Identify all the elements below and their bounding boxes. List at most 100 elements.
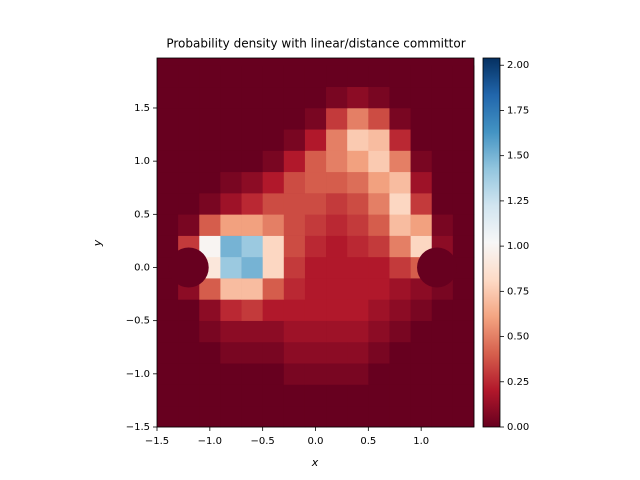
heatmap-cell [452,193,475,215]
heatmap-cell [431,363,454,385]
heatmap-cell [431,193,454,215]
heatmap-cell [283,405,306,428]
heatmap-cell [326,341,348,364]
heatmap-cell [262,384,285,407]
heatmap-cell [220,193,242,215]
heatmap-cell [347,86,369,109]
heatmap-cell [178,107,200,130]
heatmap-cell [262,363,285,385]
heatmap-cell [220,278,242,300]
heatmap-cell [220,107,242,130]
heatmap-cell [347,256,369,279]
heatmap-cell [452,65,475,88]
heatmap-cell [452,171,475,194]
y-tick-label: −1.5 [126,422,150,433]
heatmap-cell [283,129,306,151]
colorbar-tick-label: 0.25 [507,377,529,388]
heatmap-cell [262,129,285,151]
heatmap-cell [347,299,369,321]
heatmap-cell [178,384,200,407]
heatmap-cell [157,86,179,109]
heatmap-cell [241,129,263,151]
heatmap-cell [241,278,263,300]
heatmap-cell [368,235,390,258]
heatmap-cell [326,193,348,215]
heatmap-cell [410,299,433,321]
heatmap-cell [431,171,454,194]
heatmap-cell [410,214,433,236]
heatmap-cell [199,405,221,428]
heatmap-cell [389,363,411,385]
heatmap-cell [241,320,263,343]
heatmap-cell [220,150,242,173]
heatmap [157,58,475,428]
heatmap-cell [326,171,348,194]
heatmap-cell [262,107,285,130]
heatmap-cell [262,65,285,88]
heatmap-cell [157,363,179,385]
heatmap-cell [326,278,348,300]
heatmap-cell [199,107,221,130]
heatmap-cell [283,299,306,321]
heatmap-cell [283,341,306,364]
heatmap-cell [199,214,221,236]
heatmap-cell [431,320,454,343]
colorbar-tick-label: 1.00 [507,241,529,252]
heatmap-cell [326,235,348,258]
heatmap-cell [241,256,263,279]
heatmap-cell [220,320,242,343]
heatmap-cell [347,363,369,385]
x-tick-label: −0.5 [251,436,275,447]
x-tick-label: −1.5 [145,436,169,447]
heatmap-cell [220,299,242,321]
heatmap-cell [199,299,221,321]
heatmap-cell [326,214,348,236]
heatmap-cell [220,256,242,279]
heatmap-cell [347,150,369,173]
heatmap-cell [262,150,285,173]
heatmap-cell [410,171,433,194]
heatmap-cell [368,320,390,343]
heatmap-cell [431,107,454,130]
heatmap-cell [326,150,348,173]
heatmap-cell [262,278,285,300]
heatmap-cell [389,150,411,173]
heatmap-cell [452,256,475,279]
heatmap-cell [157,278,179,300]
heatmap-cell [304,299,327,321]
heatmap-cell [326,86,348,109]
colorbar-tick-label: 1.75 [507,105,529,116]
heatmap-cell [431,214,454,236]
y-tick-label: 1.0 [134,156,150,167]
heatmap-cell [368,256,390,279]
heatmap-cell [389,107,411,130]
heatmap-cell [368,363,390,385]
heatmap-cell [199,86,221,109]
colorbar-tick-label: 1.50 [507,151,529,162]
heatmap-cell [157,341,179,364]
heatmap-cell [262,171,285,194]
heatmap-cell [199,150,221,173]
heatmap-cell [452,299,475,321]
heatmap-cell [199,171,221,194]
heatmap-cell [241,150,263,173]
heatmap-cell [283,256,306,279]
heatmap-cell [368,405,390,428]
heatmap-cell [283,193,306,215]
heatmap-cell [389,214,411,236]
heatmap-cell [283,214,306,236]
heatmap-cell [452,235,475,258]
heatmap-cell [326,363,348,385]
heatmap-cell [452,341,475,364]
heatmap-cell [199,384,221,407]
heatmap-cell [347,193,369,215]
y-tick-label: 0.0 [134,262,150,273]
heatmap-cell [431,299,454,321]
heatmap-cell [452,129,475,151]
heatmap-cell [304,86,327,109]
colorbar-tick-label: 0.75 [507,286,529,297]
heatmap-cell [199,320,221,343]
heatmap-cell [157,405,179,428]
heatmap-cell [389,341,411,364]
heatmap-cell [347,320,369,343]
